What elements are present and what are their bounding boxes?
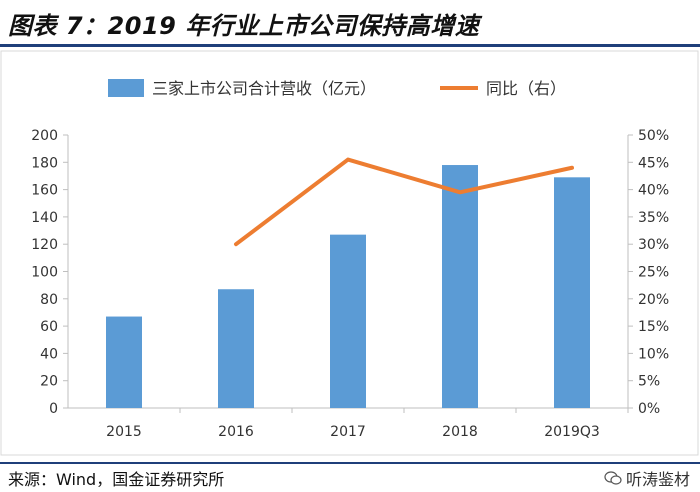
watermark-text: 听涛鉴材	[625, 470, 690, 489]
growth-point	[458, 190, 462, 194]
right-tick-label: 15%	[638, 319, 669, 335]
right-tick-label: 20%	[638, 292, 669, 308]
growth-point	[346, 158, 350, 162]
right-tick-label: 10%	[638, 346, 669, 362]
left-tick-label: 140	[31, 210, 58, 226]
title-rule	[0, 44, 700, 47]
chart-svg: 0 20 40 60 80 100 120 140 160 180 200 0% 5% 10% 15% 20%…	[0, 50, 699, 456]
growth-point	[570, 166, 574, 170]
left-tick-label: 80	[40, 292, 58, 308]
right-tick-label: 30%	[638, 237, 669, 253]
watermark: 听涛鉴材	[604, 466, 690, 490]
x-tick-label: 2015	[106, 424, 142, 440]
bar	[442, 165, 478, 408]
left-tick-label: 120	[31, 237, 58, 253]
left-tick-label: 160	[31, 183, 58, 199]
right-tick-label: 50%	[638, 128, 669, 144]
x-tick-label: 2019Q3	[544, 424, 600, 440]
bar	[330, 234, 366, 408]
growth-point	[234, 242, 238, 246]
left-tick-label: 200	[31, 128, 58, 144]
bar	[218, 289, 254, 408]
left-tick-label: 180	[31, 155, 58, 171]
chart-frame	[0, 50, 699, 456]
figure-title: 图表 7：2019 年行业上市公司保持高增速	[8, 12, 480, 40]
x-tick-label: 2017	[330, 424, 366, 440]
footer-rule	[0, 462, 700, 464]
right-tick-label: 5%	[638, 374, 660, 390]
bar	[106, 316, 142, 408]
left-tick-label: 0	[49, 401, 58, 417]
right-tick-label: 25%	[638, 265, 669, 281]
left-tick-label: 100	[31, 265, 58, 281]
x-tick-label: 2018	[442, 424, 478, 440]
wechat-icon	[604, 471, 622, 485]
right-tick-label: 0%	[638, 401, 660, 417]
bar	[554, 177, 590, 408]
growth-line	[234, 157, 574, 247]
left-tick-label: 40	[40, 346, 58, 362]
right-tick-label: 35%	[638, 210, 669, 226]
chart-container: 0 20 40 60 80 100 120 140 160 180 200 0% 5% 10% 15% 20%…	[0, 50, 700, 458]
title-bar: 图表 7：2019 年行业上市公司保持高增速	[0, 0, 700, 42]
source-note: 来源：Wind，国金证券研究所	[8, 470, 225, 489]
right-tick-label: 40%	[638, 183, 669, 199]
x-tick-label: 2016	[218, 424, 254, 440]
left-tick-label: 60	[40, 319, 58, 335]
legend-line-label: 同比（右）	[486, 79, 566, 98]
legend-bar-swatch	[108, 79, 144, 97]
left-tick-label: 20	[40, 374, 58, 390]
right-tick-label: 45%	[638, 155, 669, 171]
legend-bar-label: 三家上市公司合计营收（亿元）	[152, 79, 376, 98]
